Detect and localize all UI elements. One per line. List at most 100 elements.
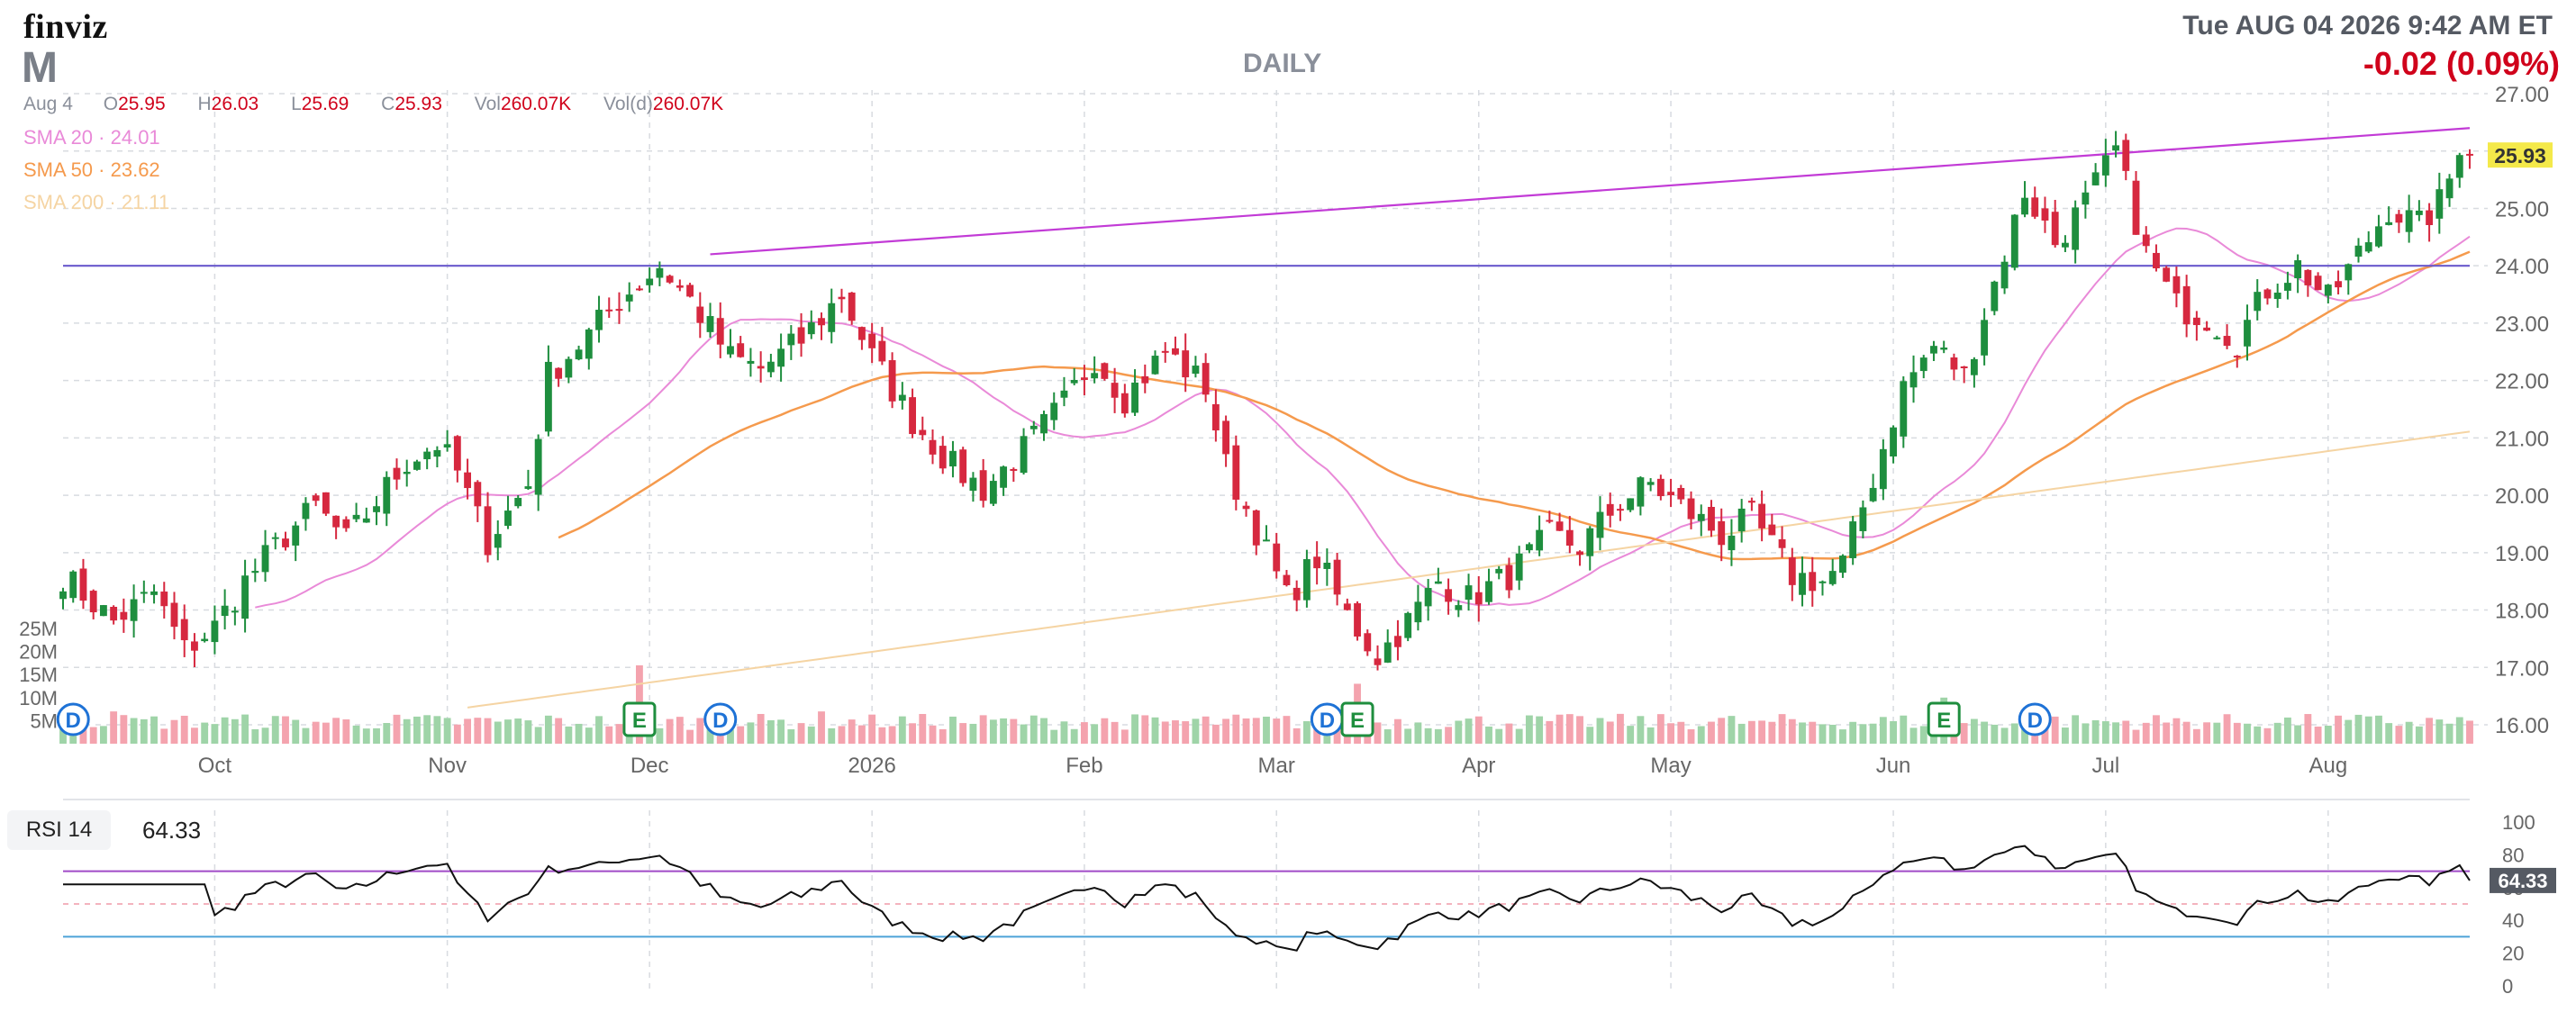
volume-bar [1020,724,1028,744]
volume-bar [828,727,836,744]
candle [211,620,219,643]
volume-bar [2000,727,2009,744]
event-markers[interactable]: D D D DE E E [56,701,2052,737]
candle [1909,372,1918,388]
sma20-legend[interactable]: SMA 20 · 24.01 [23,126,160,149]
candle [2101,155,2109,176]
candle [494,534,502,548]
candle [221,605,229,617]
volume-bar [1859,724,1867,744]
candle [1465,585,1473,601]
candle [1364,633,1372,652]
volume-bar [1718,718,1726,744]
candle [1728,535,1736,551]
volume-bar [1728,716,1736,744]
candle [2263,289,2272,299]
candle [484,506,492,556]
rsi-tick-label: 0 [2502,975,2513,998]
price-tick-label: 24.00 [2495,255,2549,279]
candle [2132,180,2140,235]
volume-bar [2122,720,2130,744]
candle [1667,492,1675,496]
volume-bar [383,723,391,744]
candle [1111,383,1119,398]
candle [1040,413,1048,434]
volume-bar [2294,725,2302,744]
candle [2142,234,2150,247]
candle [1900,381,1908,437]
candle [2455,155,2463,178]
sma50-legend[interactable]: SMA 50 · 23.62 [23,158,160,181]
candle [646,278,654,285]
volume-bar [474,718,482,744]
candle [1080,377,1088,381]
moving-averages [255,227,2471,709]
volume-bar [605,726,613,744]
candle [2153,252,2160,269]
candle [747,360,755,364]
sma50-value: 23.62 [110,158,160,181]
price-tick-label: 22.00 [2495,370,2549,394]
candle [625,294,633,302]
candle [2466,153,2473,156]
candle [1708,507,1715,531]
volume-bar [2466,720,2473,744]
candle [919,429,927,436]
candle [1546,520,1554,522]
volume-bar [2182,721,2191,744]
candle [2435,189,2444,219]
volume-bar [989,719,997,744]
sma200-legend[interactable]: SMA 200 · 21.11 [23,191,170,213]
volume-bar [1991,724,1999,744]
candle [1849,521,1857,558]
timeframe-label[interactable]: DAILY [1243,49,1322,78]
volume-bar [453,724,461,744]
candle [413,461,421,470]
volume-bar [888,726,896,744]
volume-bar [1465,718,1473,744]
candle [1950,357,1958,370]
candle [1606,503,1614,516]
volume-bar [1919,726,1927,744]
price-tick-label: 25.00 [2495,197,2549,221]
volume-bar [1495,728,1503,744]
vold-label: Vol(d) [603,94,653,114]
volume-bar [959,723,967,744]
volume-bar [1000,718,1008,744]
sma200-line [467,430,2471,709]
candle [1758,503,1766,529]
candle [2061,242,2069,248]
open-value: 25.95 [118,94,166,114]
finviz-logo[interactable]: finviz [23,8,108,46]
candle [1424,588,1432,607]
volume-bar [857,725,866,744]
candle [797,327,805,344]
candle [191,641,198,651]
volume-bar [2142,722,2150,744]
candle [1050,402,1058,420]
candle [342,519,350,529]
sma20-line [255,227,2471,609]
trendlines[interactable] [63,127,2471,267]
rsi-tick-label: 100 [2502,811,2535,834]
candle [727,346,734,355]
candle [2405,210,2413,232]
volume-bar [727,729,734,744]
volume-bar [787,729,795,744]
volume-bar [1383,729,1392,744]
last-price-tag [2488,142,2553,168]
volume-bar [696,718,704,744]
candle [474,482,482,507]
candle [1302,559,1311,601]
volume-bar [1222,718,1230,744]
price-change: -0.02 (0.09%) [2363,45,2560,82]
candle [403,472,411,474]
volume-bar [1637,716,1645,744]
candle [1576,551,1583,556]
date-tick-label: Oct [198,754,232,778]
volume-bar [1758,720,1766,744]
rsi-label[interactable]: RSI 14 [7,810,111,850]
candle [555,367,563,379]
sma200-label: SMA 200 [23,191,104,213]
